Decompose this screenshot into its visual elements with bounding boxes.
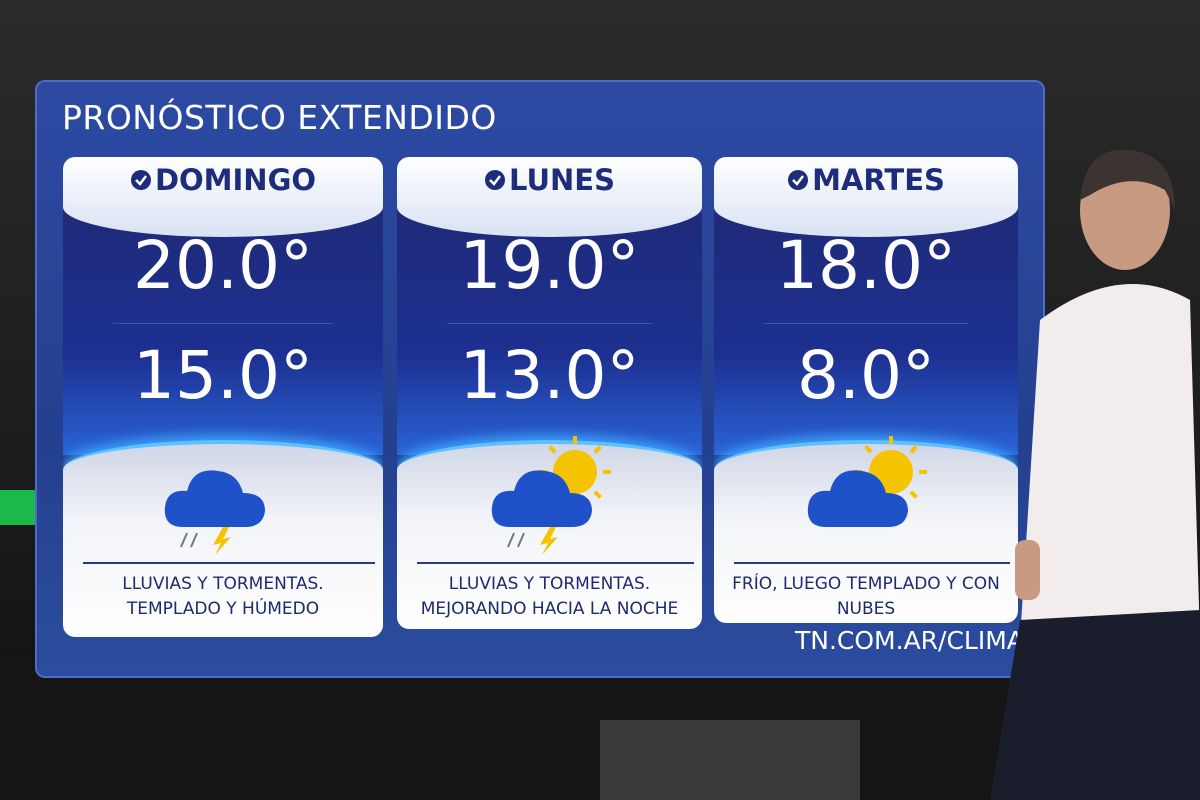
hair [1080, 149, 1175, 210]
day-card: LUNES 19.0° 13.0° LLUVIAS Y TORMENTAS. MEJOR… [397, 157, 702, 629]
rain [180, 532, 198, 548]
presenter [990, 149, 1200, 800]
description-line: NUBES [836, 599, 896, 619]
check-mark [792, 175, 805, 186]
hand [1015, 540, 1040, 600]
building [600, 720, 860, 800]
description-line: LLUVIAS Y TORMENTAS. [448, 574, 651, 594]
divider [113, 323, 333, 324]
rule [417, 562, 694, 564]
description-line: MEJORANDO HACIA LA NOCHE [420, 599, 679, 619]
card-mid [397, 205, 702, 455]
check-circle [788, 170, 809, 190]
min-temp: 15.0° [133, 337, 313, 414]
check-mark [135, 175, 147, 186]
day-card: MARTES 18.0° 8.0° FRÍO, LUEGO TEMPLADO Y CO… [714, 157, 1018, 623]
check-icon [485, 170, 506, 190]
card-header [714, 157, 1018, 237]
day-name: DOMINGO [154, 163, 317, 197]
trousers [990, 610, 1200, 800]
sun-ray [592, 445, 602, 454]
check-icon [130, 170, 151, 190]
rain [506, 532, 525, 548]
description-line: LLUVIAS Y TORMENTAS. [122, 574, 324, 594]
min-temp: 13.0° [459, 337, 640, 414]
day-card: DOMINGO 20.0° 15.0° LLUVIAS Y TORMENTAS. TEM… [63, 157, 383, 637]
lower-area [714, 440, 1018, 623]
sun-ray [864, 445, 873, 454]
day-name: MARTES [812, 163, 945, 197]
rule [734, 562, 1010, 564]
weather-icon [807, 436, 927, 527]
bolt [213, 527, 231, 555]
weather-icon [164, 470, 265, 555]
cloud [164, 470, 265, 527]
cloud [491, 470, 592, 527]
description-line: FRÍO, LUEGO TEMPLADO Y CON [732, 574, 1000, 594]
sun-ray [547, 445, 557, 454]
url: TN.COM.AR/CLIMA [795, 626, 1024, 655]
check-mark [489, 175, 502, 186]
weather-icon [491, 436, 611, 555]
divider [447, 323, 652, 324]
divider [764, 323, 968, 324]
card-header [63, 157, 383, 237]
cloud [807, 470, 908, 527]
rule [83, 562, 375, 564]
card-header [397, 157, 702, 237]
max-temp: 18.0° [776, 227, 956, 304]
card-mid [714, 205, 1018, 455]
sun-ray [592, 490, 602, 499]
day-name: LUNES [509, 163, 615, 197]
max-temp: 20.0° [133, 227, 313, 304]
sun-ray [909, 490, 918, 499]
sun-ray [909, 445, 918, 454]
day-row: MARTES [714, 161, 1018, 197]
min-temp: 8.0° [797, 337, 935, 414]
title: PRONÓSTICO EXTENDIDO [62, 98, 497, 137]
description-line: TEMPLADO Y HÚMEDO [126, 599, 320, 619]
day-row: DOMINGO [63, 161, 383, 197]
check-icon [788, 170, 809, 190]
check-circle [130, 170, 151, 190]
check-circle [485, 170, 506, 190]
card-mid [63, 205, 383, 455]
day-row: LUNES [397, 161, 702, 197]
bolt [539, 527, 558, 555]
shirt [1020, 284, 1200, 640]
max-temp: 19.0° [459, 227, 640, 304]
